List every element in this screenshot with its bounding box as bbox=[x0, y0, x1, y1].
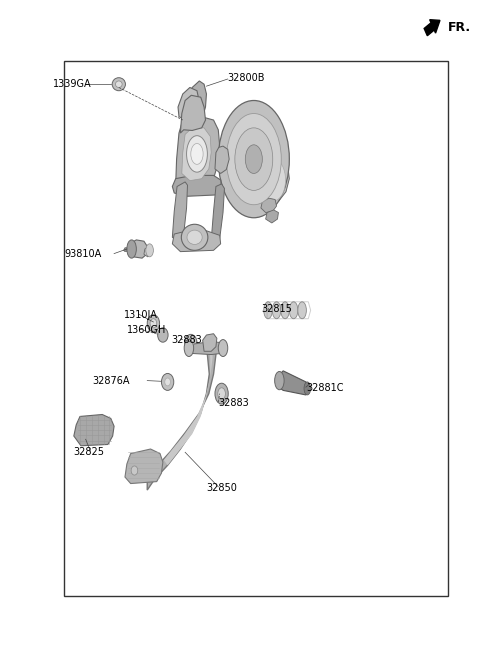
Polygon shape bbox=[176, 117, 220, 189]
Polygon shape bbox=[259, 160, 289, 205]
Ellipse shape bbox=[184, 340, 193, 357]
Text: 32883: 32883 bbox=[171, 335, 202, 345]
Circle shape bbox=[147, 315, 159, 332]
Ellipse shape bbox=[218, 388, 226, 399]
Polygon shape bbox=[125, 449, 163, 484]
Polygon shape bbox=[277, 371, 308, 395]
Ellipse shape bbox=[181, 224, 208, 250]
Circle shape bbox=[165, 378, 170, 386]
Polygon shape bbox=[172, 231, 221, 252]
Text: 1360GH: 1360GH bbox=[127, 325, 166, 336]
Ellipse shape bbox=[191, 143, 203, 164]
Polygon shape bbox=[211, 184, 225, 242]
Polygon shape bbox=[172, 182, 188, 240]
Ellipse shape bbox=[264, 302, 272, 319]
Ellipse shape bbox=[112, 78, 125, 91]
Polygon shape bbox=[188, 342, 226, 355]
Ellipse shape bbox=[245, 145, 263, 173]
Ellipse shape bbox=[127, 240, 136, 258]
Ellipse shape bbox=[275, 371, 284, 390]
Bar bbox=[64, 61, 448, 596]
Text: 32883: 32883 bbox=[218, 398, 249, 409]
Polygon shape bbox=[178, 87, 199, 120]
Text: 32876A: 32876A bbox=[93, 376, 130, 386]
Circle shape bbox=[150, 319, 156, 328]
Ellipse shape bbox=[218, 101, 289, 217]
Polygon shape bbox=[130, 240, 148, 258]
Circle shape bbox=[131, 466, 138, 475]
Ellipse shape bbox=[272, 302, 281, 319]
Ellipse shape bbox=[304, 382, 311, 395]
Circle shape bbox=[185, 334, 197, 351]
Polygon shape bbox=[203, 334, 217, 351]
Polygon shape bbox=[147, 338, 216, 490]
Polygon shape bbox=[180, 95, 205, 133]
Polygon shape bbox=[164, 343, 213, 465]
Text: 1310JA: 1310JA bbox=[123, 311, 157, 321]
Text: FR.: FR. bbox=[448, 21, 471, 34]
Ellipse shape bbox=[281, 302, 289, 319]
Text: 32825: 32825 bbox=[73, 447, 104, 457]
Ellipse shape bbox=[262, 159, 286, 201]
Polygon shape bbox=[144, 247, 151, 257]
Ellipse shape bbox=[215, 383, 228, 404]
Ellipse shape bbox=[187, 136, 207, 172]
Polygon shape bbox=[261, 198, 276, 213]
Circle shape bbox=[157, 328, 168, 342]
Text: 32881C: 32881C bbox=[306, 384, 343, 394]
Circle shape bbox=[161, 373, 174, 390]
Polygon shape bbox=[172, 175, 222, 196]
Polygon shape bbox=[187, 81, 206, 124]
Text: 32800B: 32800B bbox=[228, 73, 265, 83]
Text: 32850: 32850 bbox=[206, 483, 237, 493]
Ellipse shape bbox=[227, 114, 281, 205]
Ellipse shape bbox=[187, 230, 202, 244]
Polygon shape bbox=[74, 415, 114, 445]
FancyArrow shape bbox=[424, 20, 440, 35]
Ellipse shape bbox=[289, 302, 298, 319]
Polygon shape bbox=[123, 248, 131, 252]
Polygon shape bbox=[182, 128, 211, 181]
Ellipse shape bbox=[116, 81, 122, 87]
Circle shape bbox=[188, 338, 194, 348]
Polygon shape bbox=[215, 146, 229, 173]
Text: 1339GA: 1339GA bbox=[52, 79, 91, 89]
Ellipse shape bbox=[235, 128, 273, 191]
Polygon shape bbox=[265, 210, 278, 223]
Text: 93810A: 93810A bbox=[64, 248, 102, 259]
Ellipse shape bbox=[218, 340, 228, 357]
Ellipse shape bbox=[146, 244, 154, 257]
Ellipse shape bbox=[298, 302, 306, 319]
Text: 32815: 32815 bbox=[261, 304, 292, 314]
